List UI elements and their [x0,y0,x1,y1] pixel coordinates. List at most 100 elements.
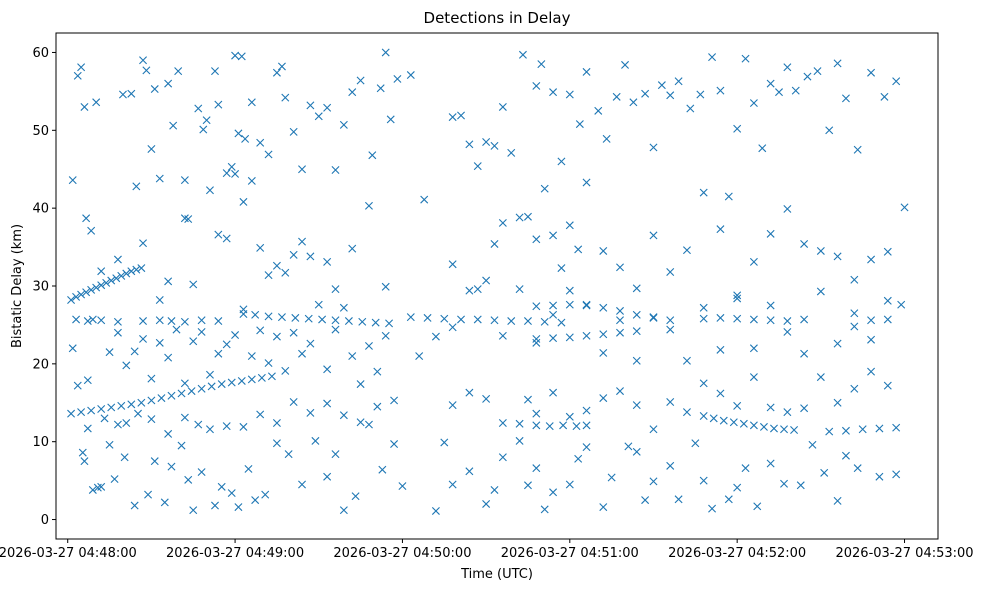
data-point [549,388,558,397]
data-point [498,453,507,462]
data-point [796,481,805,490]
data-point [457,111,466,120]
data-point [172,325,181,334]
data-point [261,490,270,499]
data-point [205,186,214,195]
data-point [867,367,876,376]
data-point [256,243,265,252]
data-point [323,257,332,266]
data-point [281,93,290,102]
data-point [465,388,474,397]
data-point [540,505,549,514]
data-point [780,425,789,434]
data-point [699,379,708,388]
data-point [137,264,146,273]
data-point [281,366,290,375]
data-point [599,303,608,312]
data-point [339,411,348,420]
data-point [749,373,758,382]
data-point [841,451,850,460]
data-points [67,48,909,515]
data-point [724,192,733,201]
data-point [523,317,532,326]
data-point [231,331,240,340]
data-point [739,419,748,428]
y-tick-label: 10 [32,435,49,450]
data-point [820,468,829,477]
data-point [331,285,340,294]
data-point [373,367,382,376]
data-point [883,247,892,256]
data-point [783,204,792,213]
data-point [256,138,265,147]
data-point [632,310,641,319]
data-point [880,92,889,101]
data-point [381,331,390,340]
data-point [867,255,876,264]
data-point [867,316,876,325]
data-point [565,90,574,99]
data-point [657,81,666,90]
data-point [716,86,725,95]
data-point [875,424,884,433]
data-point [67,296,76,305]
data-point [616,316,624,325]
data-point [532,235,541,244]
data-point [465,286,474,295]
data-point [612,92,621,101]
data-point [284,450,293,459]
data-point [758,144,767,153]
data-point [194,420,203,429]
data-point [582,178,591,187]
data-point [164,353,173,362]
data-point [565,221,574,230]
data-point [783,408,792,417]
data-point [440,314,449,323]
data-point [791,86,800,95]
data-point [130,347,139,356]
y-tick-label: 60 [32,46,49,61]
data-point [729,418,738,427]
data-point [197,316,206,325]
data-point [77,290,86,299]
data-point [102,278,111,287]
data-point [741,54,750,63]
data-point [632,327,641,336]
data-point [759,422,768,431]
data-point [304,314,313,323]
data-point [239,422,248,431]
data-point [465,467,474,476]
data-point [264,312,273,321]
data-point [132,265,141,274]
data-point [291,313,300,322]
data-point [532,302,541,311]
data-point [572,422,581,431]
data-point [348,88,357,97]
x-tick-label: 2026-03-27 04:51:00 [501,546,639,561]
data-point [594,106,603,115]
data-point [816,246,825,255]
data-point [448,323,457,332]
data-point [532,334,541,343]
data-point [289,250,298,259]
data-point [227,162,236,171]
data-point [97,405,106,413]
data-point [92,283,101,292]
data-point [867,335,876,344]
data-point [833,496,842,505]
data-point [147,415,156,424]
data-point [157,394,166,403]
data-point [699,412,708,420]
data-point [841,94,850,103]
data-point [194,104,203,113]
data-point [415,352,424,361]
data-point [766,301,775,310]
data-point [490,141,499,150]
data-point [83,317,92,326]
data-point [629,98,638,107]
data-point [214,349,223,358]
data-point [67,409,76,418]
data-point [565,286,574,295]
data-point [783,63,792,72]
data-point [105,348,114,357]
